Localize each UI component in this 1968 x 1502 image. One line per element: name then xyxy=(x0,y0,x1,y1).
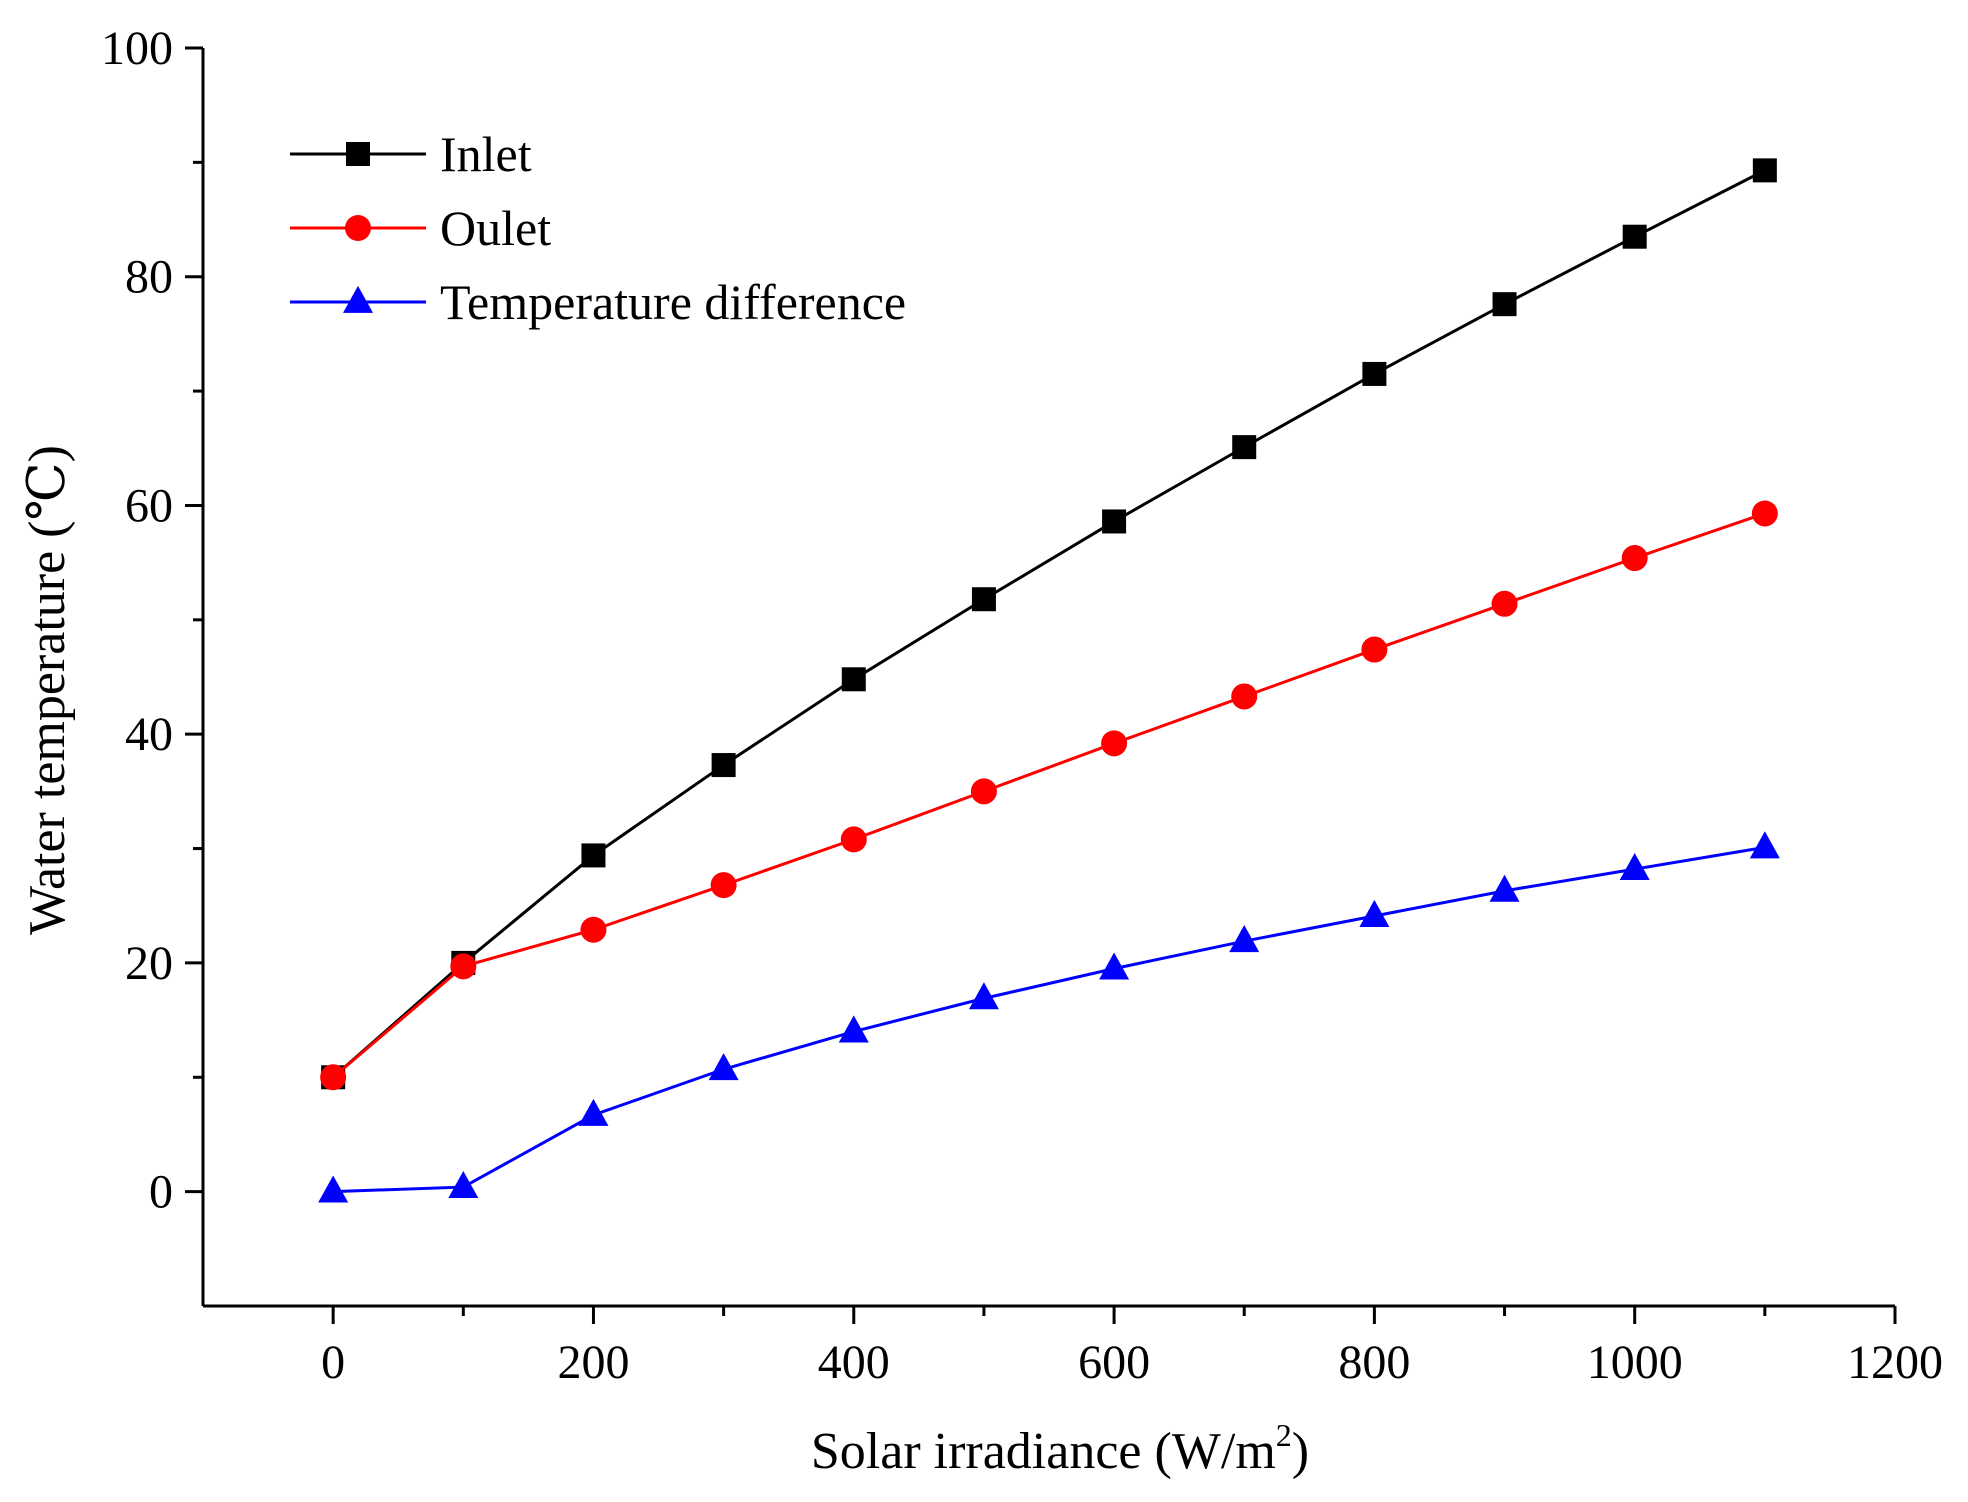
data-point xyxy=(1231,683,1258,710)
series-temperature-difference xyxy=(318,831,1780,1203)
data-point xyxy=(318,1175,349,1203)
data-point xyxy=(1359,899,1390,927)
legend-label: Inlet xyxy=(440,126,532,182)
legend-item: Oulet xyxy=(290,200,551,256)
x-tick-label: 400 xyxy=(818,1336,890,1389)
x-tick-label: 1200 xyxy=(1847,1336,1943,1389)
data-point xyxy=(971,587,996,612)
x-tick-label: 600 xyxy=(1078,1336,1150,1389)
data-point xyxy=(1492,292,1517,317)
data-point xyxy=(1622,224,1647,249)
data-point xyxy=(968,982,999,1010)
data-point xyxy=(711,753,736,778)
data-point xyxy=(841,667,866,692)
legend-marker xyxy=(343,285,373,313)
data-point xyxy=(580,916,607,943)
data-series xyxy=(318,158,1780,1203)
data-point xyxy=(320,1064,347,1091)
data-point xyxy=(1362,361,1387,386)
y-tick-label: 100 xyxy=(101,22,173,75)
legend-item: Inlet xyxy=(290,126,532,182)
y-tick-label: 80 xyxy=(125,251,173,304)
axis-ticks: 0 200 400 600 800 1000 1200 0 20 40 60 80 100 xyxy=(101,22,1943,1389)
data-point xyxy=(581,843,606,868)
y-tick-label: 40 xyxy=(125,708,173,761)
series-line xyxy=(333,845,1766,1194)
data-point xyxy=(1101,730,1128,757)
data-point xyxy=(1621,545,1648,572)
x-axis-label-superscript: 2 xyxy=(1276,1417,1292,1453)
y-tick-label: 20 xyxy=(125,937,173,990)
x-tick-label: 0 xyxy=(321,1336,345,1389)
legend: Inlet Oulet Temperature difference xyxy=(290,126,906,330)
legend-label: Temperature difference xyxy=(440,274,906,330)
data-point xyxy=(970,778,997,805)
y-tick-label: 60 xyxy=(125,479,173,532)
x-axis-label: Solar irradiance (W/m2) xyxy=(811,1417,1309,1480)
data-point xyxy=(1619,853,1650,881)
x-axis-label-end: ) xyxy=(1292,1423,1309,1480)
data-point xyxy=(1491,590,1518,617)
y-axis-label: Water temperature (℃) xyxy=(19,445,76,935)
x-axis-label-main: Solar irradiance (W/m xyxy=(811,1423,1276,1480)
series-line xyxy=(332,169,1766,1079)
data-point xyxy=(1361,636,1388,663)
data-point xyxy=(1102,509,1127,534)
legend-label: Oulet xyxy=(440,200,551,256)
data-point xyxy=(840,826,867,853)
data-point xyxy=(448,1170,479,1198)
data-point xyxy=(578,1098,609,1126)
data-point xyxy=(1232,435,1257,460)
y-tick-label: 0 xyxy=(149,1166,173,1219)
axes-frame xyxy=(201,48,1895,1308)
x-tick-label: 800 xyxy=(1338,1336,1410,1389)
series-oulet xyxy=(320,500,1778,1091)
data-point xyxy=(1099,952,1130,980)
series-line xyxy=(332,512,1766,1079)
data-point xyxy=(708,1053,739,1081)
data-point xyxy=(838,1015,869,1043)
data-point xyxy=(1751,500,1778,527)
data-point xyxy=(1752,158,1777,183)
data-point xyxy=(1229,925,1260,953)
legend-marker xyxy=(346,142,370,166)
data-point xyxy=(710,872,737,899)
data-point xyxy=(450,953,477,980)
x-tick-label: 1000 xyxy=(1587,1336,1683,1389)
legend-marker xyxy=(345,215,371,241)
x-tick-label: 200 xyxy=(557,1336,629,1389)
data-point xyxy=(1489,874,1520,902)
data-point xyxy=(1749,831,1780,859)
legend-item: Temperature difference xyxy=(290,274,906,330)
